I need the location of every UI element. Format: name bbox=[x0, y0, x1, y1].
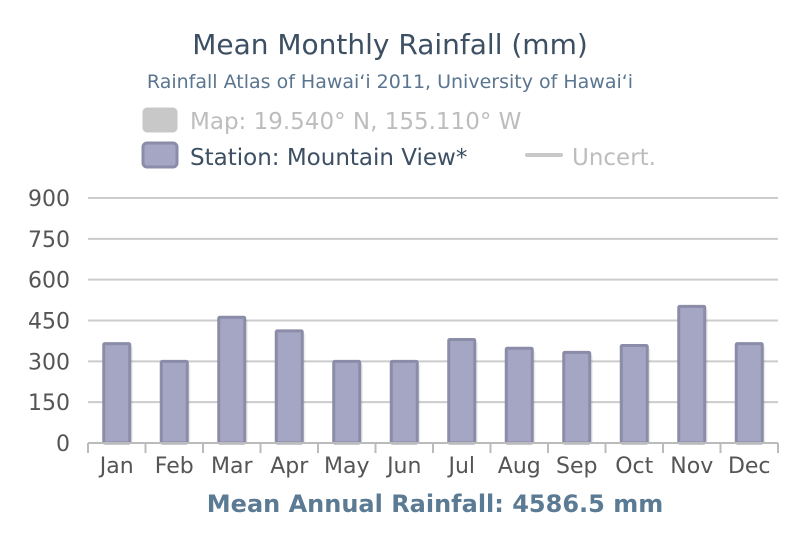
x-tick-label-mar: Mar bbox=[211, 454, 253, 479]
legend-swatch-station bbox=[141, 141, 179, 169]
bar-oct bbox=[619, 344, 649, 445]
bar-jan bbox=[102, 342, 132, 445]
x-tick-label-jul: Jul bbox=[446, 454, 475, 479]
y-tick-label-150: 150 bbox=[28, 391, 70, 416]
x-tick-label-jun: Jun bbox=[385, 454, 421, 479]
x-tick-label-sep: Sep bbox=[556, 454, 597, 479]
x-tick-label-aug: Aug bbox=[498, 454, 541, 479]
bar-may bbox=[332, 359, 362, 445]
bar-apr bbox=[274, 329, 304, 445]
x-tick-label-jan: Jan bbox=[98, 454, 134, 479]
x-tick-label-dec: Dec bbox=[728, 454, 771, 479]
legend-label-station: Station: Mountain View* bbox=[190, 145, 467, 171]
grid bbox=[88, 197, 778, 444]
y-tick-label-0: 0 bbox=[56, 432, 70, 457]
x-axis: Jan Feb Mar Apr May Jun Jul Aug Sep Oct Nov Dec bbox=[87, 442, 779, 479]
bar-feb bbox=[159, 359, 189, 445]
legend-swatch-map bbox=[142, 107, 178, 133]
bar-mar bbox=[217, 315, 247, 445]
y-tick-label-600: 600 bbox=[28, 269, 70, 294]
x-tick-label-apr: Apr bbox=[270, 454, 309, 479]
y-tick-label-300: 300 bbox=[28, 350, 70, 375]
bar-nov bbox=[677, 304, 707, 445]
x-axis-label: Mean Annual Rainfall: 4586.5 mm bbox=[207, 490, 663, 518]
bar-sep bbox=[562, 350, 592, 445]
legend: Map: 19.540° N, 155.110° W Station: Mount… bbox=[141, 107, 656, 171]
x-tick-label-nov: Nov bbox=[670, 454, 713, 479]
x-tick-label-may: May bbox=[324, 454, 369, 479]
x-tick-label-oct: Oct bbox=[615, 454, 653, 479]
chart-subtitle: Rainfall Atlas of Hawai‘i 2011, Universi… bbox=[147, 71, 633, 93]
bar-aug bbox=[504, 346, 534, 445]
y-tick-label-450: 450 bbox=[28, 310, 70, 335]
legend-label-uncert: Uncert. bbox=[572, 145, 656, 171]
legend-label-map: Map: 19.540° N, 155.110° W bbox=[190, 109, 521, 135]
y-tick-label-750: 750 bbox=[28, 228, 70, 253]
x-tick-label-feb: Feb bbox=[155, 454, 194, 479]
y-axis: 0 150 300 450 600 750 900 bbox=[28, 187, 70, 457]
bars bbox=[102, 304, 766, 445]
y-tick-label-900: 900 bbox=[28, 187, 70, 212]
bar-jul bbox=[447, 338, 477, 445]
chart-title: Mean Monthly Rainfall (mm) bbox=[192, 28, 588, 61]
bar-dec bbox=[734, 342, 764, 445]
bar-jun bbox=[389, 359, 419, 445]
